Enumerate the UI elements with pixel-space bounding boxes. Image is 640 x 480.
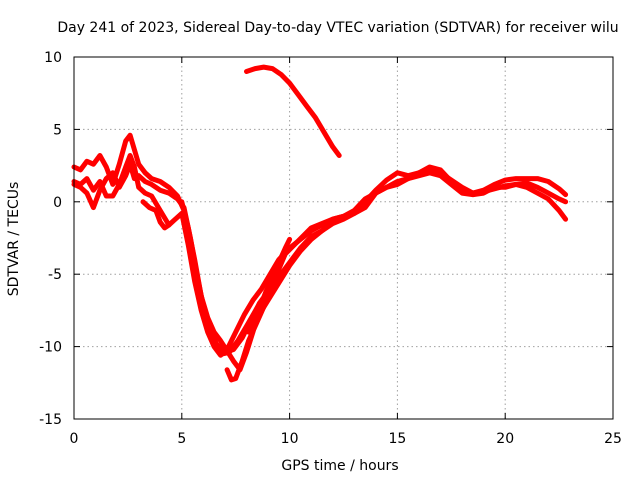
plot-frame xyxy=(73,56,614,420)
x-tick-label: 15 xyxy=(388,431,406,447)
series-line-track-1 xyxy=(71,132,569,357)
chart-title: Day 241 of 2023, Sidereal Day-to-day VTE… xyxy=(57,20,618,36)
x-tick-label: 25 xyxy=(604,431,622,447)
y-tick-label: -15 xyxy=(39,412,62,428)
x-tick-label: 20 xyxy=(496,431,514,447)
series-line-track-8 xyxy=(140,199,172,231)
x-tick-label: 0 xyxy=(70,431,79,447)
series-line-track-7 xyxy=(244,64,342,158)
y-tick-label: -5 xyxy=(48,267,62,283)
y-tick-label: 5 xyxy=(53,122,62,138)
y-axis-label: SDTVAR / TECUs xyxy=(6,182,22,297)
grid xyxy=(74,57,613,419)
y-tick-label: 10 xyxy=(44,50,62,66)
axis-ticks: 0 5 10 15 20 25 -15 -10 -5 0 5 10 xyxy=(39,50,622,447)
x-tick-label: 5 xyxy=(177,431,186,447)
series-line-track-6 xyxy=(246,216,342,335)
x-tick-label: 10 xyxy=(281,431,299,447)
plot-area xyxy=(71,64,569,383)
x-axis-label: GPS time / hours xyxy=(281,458,398,474)
y-tick-label: -10 xyxy=(39,340,62,356)
y-tick-label: 0 xyxy=(53,195,62,211)
series-line-track-4 xyxy=(179,199,293,373)
